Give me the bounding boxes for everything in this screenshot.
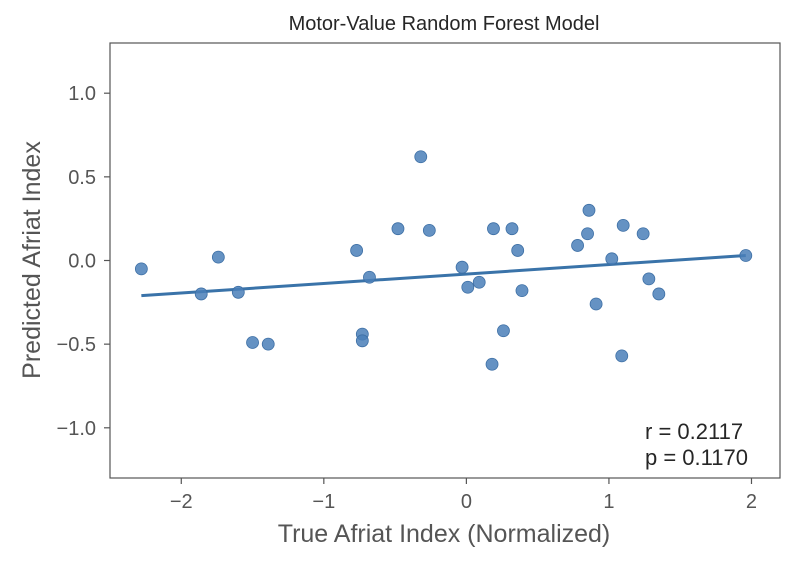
data-point (652, 287, 666, 301)
data-point (497, 324, 510, 338)
data-point (134, 262, 148, 276)
data-point (363, 270, 376, 284)
data-point (211, 250, 225, 264)
data-point (616, 218, 630, 232)
y-tick-label: 1.0 (68, 83, 96, 105)
data-point (582, 203, 596, 217)
data-point (615, 349, 629, 363)
y-tick-label: 0.0 (68, 251, 96, 273)
x-tick-label: 2 (746, 491, 757, 513)
y-tick-label: −1.0 (57, 418, 96, 440)
data-point (261, 337, 275, 351)
x-axis: −2 −1 0 1 2 (170, 478, 757, 513)
data-point (505, 222, 519, 236)
data-point (605, 252, 619, 266)
data-point (642, 272, 656, 286)
data-point (636, 227, 650, 241)
x-tick-label: −1 (312, 491, 335, 513)
data-point (391, 222, 405, 236)
y-axis: 1.0 0.5 0.0 −0.5 −1.0 (57, 83, 110, 440)
data-point (589, 297, 603, 311)
r-value-annotation: r = 0.2117 (645, 419, 743, 444)
data-point (487, 222, 500, 236)
data-point (350, 244, 364, 257)
chart-title: Motor-Value Random Forest Model (289, 13, 600, 35)
x-tick-label: 0 (461, 491, 472, 513)
data-point (511, 244, 525, 257)
x-axis-label: True Afriat Index (Normalized) (278, 520, 611, 548)
data-points (134, 150, 753, 371)
data-point (455, 260, 469, 274)
data-point (485, 357, 499, 371)
x-tick-label: 1 (603, 491, 614, 513)
y-tick-label: −0.5 (57, 334, 96, 356)
data-point (472, 275, 486, 289)
data-point (515, 284, 529, 298)
data-point (246, 336, 259, 349)
p-value-annotation: p = 0.1170 (645, 445, 748, 470)
data-point (422, 223, 436, 237)
data-point (414, 150, 428, 164)
data-point (571, 239, 584, 252)
data-point (739, 249, 753, 262)
data-point (194, 287, 208, 301)
x-tick-label: −2 (170, 491, 193, 513)
data-point (231, 285, 245, 299)
y-axis-label: Predicted Afriat Index (18, 141, 46, 379)
y-tick-label: 0.5 (68, 167, 96, 189)
data-point (355, 334, 369, 348)
data-point (581, 227, 594, 241)
data-point (461, 280, 475, 294)
